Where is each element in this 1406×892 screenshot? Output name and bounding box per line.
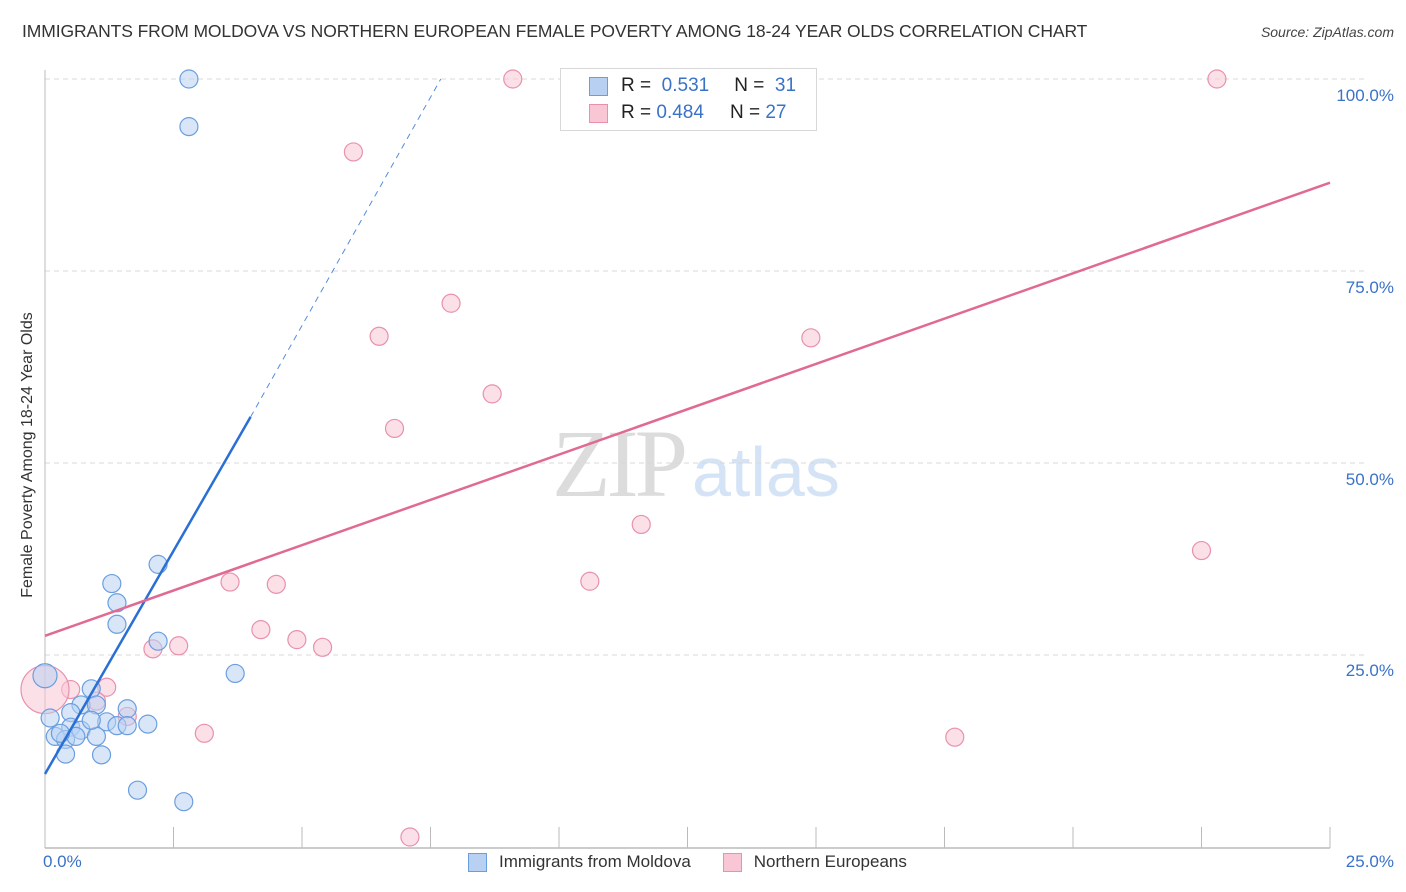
data-point[interactable] [369, 326, 389, 346]
legend-n-label: N = [734, 75, 765, 96]
data-point[interactable] [1191, 540, 1212, 561]
trend-lines [43, 78, 1331, 775]
northern-europeans-swatch-icon [589, 103, 608, 123]
legend-n-value: 27 [765, 102, 787, 123]
watermark-zip: ZIP [552, 410, 688, 517]
data-point[interactable] [441, 293, 461, 313]
data-point[interactable] [179, 117, 199, 137]
data-point[interactable] [225, 663, 245, 684]
northern-europeans-swatch-icon [722, 852, 742, 872]
x-tick-0: 0.0% [43, 852, 82, 871]
y-tick-75: 75.0% [1345, 278, 1394, 297]
data-point[interactable] [91, 745, 112, 765]
legend-label-moldova: Immigrants from Moldova [499, 852, 691, 871]
data-point[interactable] [266, 574, 286, 594]
data-point[interactable] [86, 726, 107, 747]
series-legend: Immigrants from Moldova Northern Europea… [468, 852, 939, 872]
moldova-trend-line [43, 416, 252, 775]
legend-row-northern-europeans: R = 0.484 N = 27 [589, 102, 786, 124]
data-point[interactable] [287, 630, 307, 650]
legend-n-label: N = [729, 102, 761, 123]
x-tick-25: 25.0% [1345, 852, 1394, 871]
legend-n-value: 31 [774, 75, 797, 96]
data-point[interactable] [801, 328, 821, 348]
y-tick-100: 100.0% [1336, 86, 1394, 105]
legend-item-moldova[interactable]: Immigrants from Moldova [468, 852, 691, 872]
data-point[interactable] [251, 620, 271, 640]
y-axis-label: Female Poverty Among 18-24 Year Olds [19, 312, 36, 598]
legend-r-value: 0.484 [656, 102, 704, 123]
data-point[interactable] [1207, 69, 1227, 89]
data-point[interactable] [107, 593, 127, 613]
data-point[interactable] [312, 637, 333, 657]
data-point[interactable] [343, 142, 363, 162]
moldova-swatch-icon [589, 76, 608, 96]
correlation-legend: R = 0.531 N = 31 R = 0.484 N = 27 [560, 68, 817, 131]
data-point[interactable] [81, 710, 101, 730]
data-point[interactable] [945, 727, 965, 747]
data-point[interactable] [40, 708, 60, 728]
watermark-atlas: atlas [692, 433, 840, 511]
source-label: Source: ZipAtlas.com [1260, 24, 1394, 40]
chart-title: IMMIGRANTS FROM MOLDOVA VS NORTHERN EURO… [22, 21, 1088, 41]
northern-europeans-trend-line [44, 181, 1331, 637]
data-point[interactable] [148, 631, 168, 651]
legend-label-northern-europeans: Northern Europeans [753, 852, 907, 871]
data-point[interactable] [179, 69, 199, 89]
y-tick-50: 50.0% [1345, 470, 1394, 489]
moldova-trend-line-extension [250, 78, 442, 418]
data-point[interactable] [220, 572, 240, 592]
legend-row-moldova: R = 0.531 N = 31 [589, 75, 796, 97]
data-point[interactable] [482, 384, 502, 404]
grid-lines [45, 78, 1365, 656]
series-moldova-points [32, 69, 245, 812]
watermark: ZIP atlas [552, 408, 840, 519]
data-point[interactable] [169, 636, 189, 656]
data-point[interactable] [194, 723, 214, 743]
data-point[interactable] [117, 716, 137, 736]
data-point[interactable] [138, 714, 158, 734]
legend-r-label: R = [621, 102, 652, 123]
legend-item-northern-europeans[interactable]: Northern Europeans [722, 852, 907, 872]
legend-r-value: 0.531 [661, 75, 710, 96]
legend-r-label: R = [621, 75, 652, 96]
moldova-swatch-icon [468, 852, 487, 872]
data-point[interactable] [400, 827, 420, 847]
data-point[interactable] [174, 792, 194, 812]
data-point[interactable] [127, 780, 148, 800]
data-point[interactable] [580, 571, 600, 591]
data-point[interactable] [384, 418, 405, 439]
data-point[interactable] [50, 723, 71, 743]
data-point[interactable] [107, 614, 127, 634]
data-point[interactable] [32, 663, 58, 689]
y-tick-25: 25.0% [1345, 661, 1394, 680]
data-point[interactable] [631, 514, 651, 535]
data-point[interactable] [503, 69, 523, 89]
data-point[interactable] [102, 573, 122, 594]
series-northern-europeans-points [20, 69, 1227, 847]
data-point[interactable] [117, 699, 137, 719]
axes [44, 70, 1331, 849]
